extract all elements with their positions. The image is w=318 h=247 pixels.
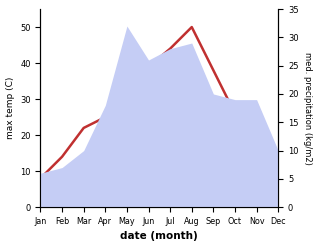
X-axis label: date (month): date (month)	[121, 231, 198, 242]
Y-axis label: med. precipitation (kg/m2): med. precipitation (kg/m2)	[303, 52, 313, 165]
Y-axis label: max temp (C): max temp (C)	[5, 77, 15, 139]
